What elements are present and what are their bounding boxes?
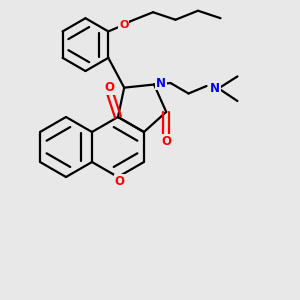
Text: N: N [210,82,220,95]
Text: O: O [119,20,129,30]
Text: O: O [161,135,171,148]
Text: N: N [156,76,166,89]
Text: O: O [115,175,124,188]
Text: O: O [105,81,115,94]
